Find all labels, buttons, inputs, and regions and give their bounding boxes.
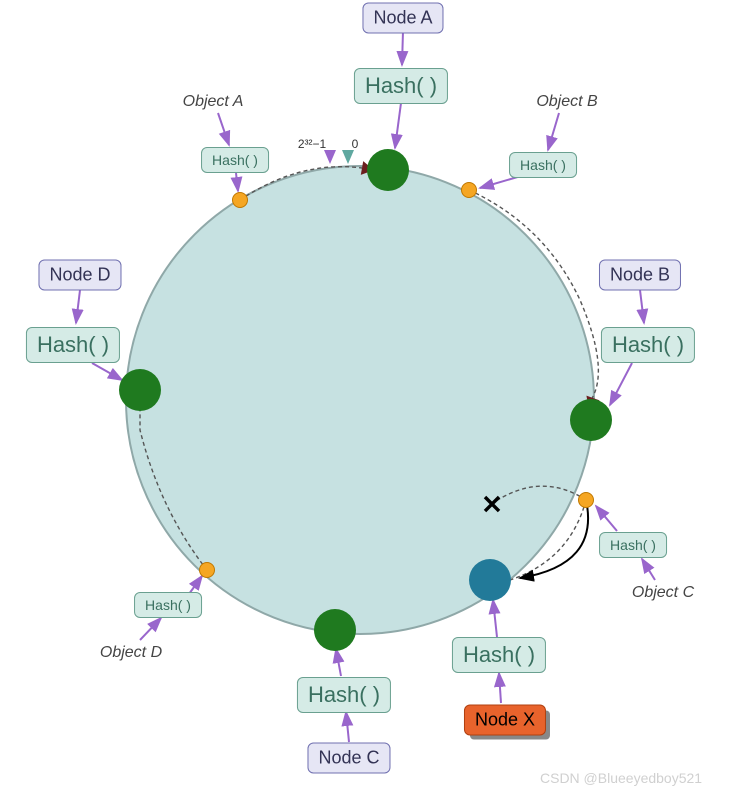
object-dot: [232, 192, 248, 208]
ring-origin-marker: [342, 150, 354, 164]
hash-box: Hash( ): [601, 327, 695, 363]
server-node: [314, 609, 356, 651]
diagram-canvas: Node ANode BNode CNode DNode XNode XHash…: [0, 0, 737, 789]
purple-arrow: [596, 506, 617, 531]
hash-box-small: Hash( ): [509, 152, 577, 178]
object-label: Object C: [632, 584, 694, 602]
hash-box: Hash( ): [354, 68, 448, 104]
x-mark: ✕: [481, 490, 503, 521]
object-label: Object B: [536, 93, 597, 111]
node-label: Node D: [38, 260, 121, 291]
node-label: Node C: [307, 743, 390, 774]
purple-arrow: [642, 559, 655, 580]
server-node-new: [469, 559, 511, 601]
hash-box: Hash( ): [297, 677, 391, 713]
watermark: CSDN @Blueeyedboy521: [540, 770, 702, 786]
purple-arrow: [610, 363, 632, 405]
hash-box: Hash( ): [26, 327, 120, 363]
hash-box-small: Hash( ): [134, 592, 202, 618]
purple-arrow: [336, 649, 341, 676]
purple-arrow: [218, 113, 229, 145]
purple-arrow: [346, 712, 349, 742]
object-label: Object D: [100, 644, 162, 662]
hash-ring: [125, 165, 595, 635]
purple-arrow: [236, 173, 238, 191]
object-label: Object A: [183, 93, 244, 111]
purple-arrow: [548, 113, 559, 150]
hash-box: Hash( ): [452, 637, 546, 673]
server-node: [119, 369, 161, 411]
node-label: Node B: [599, 260, 681, 291]
purple-arrow: [76, 290, 80, 323]
server-node: [570, 399, 612, 441]
object-dot: [199, 562, 215, 578]
server-node: [367, 149, 409, 191]
purple-arrow: [92, 363, 122, 380]
purple-arrow: [493, 600, 497, 637]
node-label-new: Node X: [464, 705, 546, 736]
purple-arrow: [402, 31, 403, 65]
ring-origin-label: 0: [352, 137, 359, 151]
purple-arrow: [140, 618, 161, 640]
purple-arrow: [640, 290, 644, 323]
ring-origin-label: 2³²−1: [298, 137, 326, 151]
purple-arrow: [499, 673, 501, 703]
object-dot: [461, 182, 477, 198]
ring-origin-marker: [324, 150, 336, 164]
node-label: Node A: [362, 3, 443, 34]
object-dot: [578, 492, 594, 508]
hash-box-small: Hash( ): [201, 147, 269, 173]
hash-box-small: Hash( ): [599, 532, 667, 558]
purple-arrow: [395, 103, 401, 148]
